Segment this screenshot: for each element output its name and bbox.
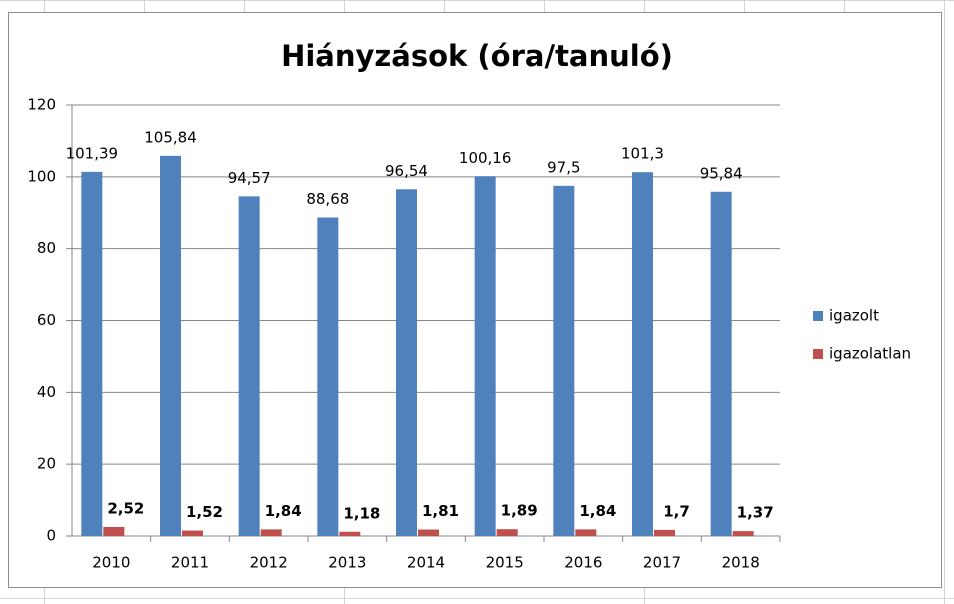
y-tick-label: 120 [27, 96, 56, 114]
x-tick-label: 2010 [92, 554, 130, 572]
chart-title: Hiányzások (óra/tanuló) [281, 39, 673, 73]
y-tick-label: 0 [46, 527, 56, 545]
x-tick-label: 2013 [328, 554, 366, 572]
bar [339, 531, 361, 536]
bar [317, 217, 339, 536]
value-label: 1,52 [186, 503, 223, 521]
legend-label: igazolt [829, 307, 879, 325]
x-tick-label: 2016 [564, 554, 602, 572]
y-tick-label: 40 [37, 383, 56, 401]
y-tick-label: 20 [37, 455, 56, 473]
x-tick-label: 2011 [171, 554, 209, 572]
bar [418, 529, 439, 536]
x-tick-label: 2015 [486, 554, 524, 572]
x-tick-label: 2018 [722, 554, 760, 572]
y-tick-label: 80 [37, 239, 56, 257]
value-label: 101,39 [66, 144, 119, 162]
bar [553, 185, 575, 536]
bar [103, 526, 125, 536]
value-label: 96,54 [385, 162, 428, 180]
bar [654, 529, 675, 536]
value-label: 1,84 [579, 502, 616, 520]
bar [182, 530, 203, 536]
value-label: 101,3 [621, 145, 664, 163]
bar [732, 531, 754, 536]
value-label: 88,68 [306, 190, 349, 208]
y-tick-label: 60 [37, 311, 56, 329]
legend-label: igazolatlan [829, 345, 911, 363]
value-label: 1,89 [501, 502, 538, 520]
bar [710, 191, 732, 537]
bar [238, 196, 260, 536]
x-tick-label: 2012 [250, 554, 288, 572]
bar [575, 529, 597, 536]
value-label: 105,84 [144, 128, 197, 146]
value-label: 1,37 [737, 504, 774, 522]
y-tick-label: 100 [27, 167, 56, 185]
bar [474, 176, 496, 536]
x-tick-label: 2017 [643, 554, 681, 572]
value-label: 2,52 [107, 499, 144, 517]
bar [632, 172, 653, 536]
bar [160, 155, 181, 536]
value-label: 97,5 [547, 158, 580, 176]
value-label: 100,16 [459, 149, 512, 167]
x-tick-label: 2014 [407, 554, 445, 572]
bar [81, 171, 103, 536]
value-label: 1,81 [422, 502, 459, 520]
value-label: 94,57 [228, 169, 271, 187]
value-label: 1,84 [265, 502, 302, 520]
value-label: 1,7 [663, 502, 690, 520]
value-label: 1,18 [343, 504, 380, 522]
legend-swatch [813, 349, 823, 359]
bar [496, 529, 518, 536]
value-label: 95,84 [700, 164, 743, 182]
legend-swatch [813, 311, 823, 321]
bar [260, 529, 282, 536]
bar [396, 189, 417, 536]
